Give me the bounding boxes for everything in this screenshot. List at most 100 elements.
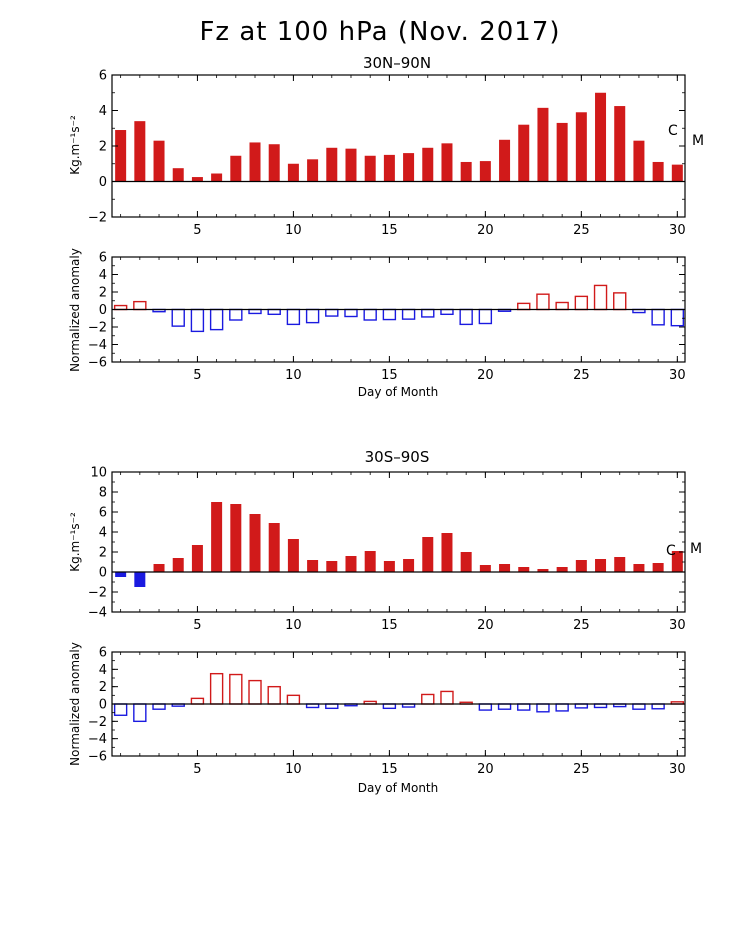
bar-day-5 <box>191 177 203 182</box>
bar-day-23 <box>537 107 549 182</box>
y-tick-label: 6 <box>99 251 107 266</box>
y-tick-label: 0 <box>99 698 107 713</box>
bar-day-9 <box>267 685 281 705</box>
bar-day-6 <box>209 672 224 705</box>
x-tick-label: 10 <box>285 368 302 383</box>
x-tick-label: 5 <box>193 223 201 238</box>
bar-day-29 <box>652 563 664 572</box>
bar-day-30 <box>671 164 683 182</box>
bar-day-22 <box>518 124 530 182</box>
bar-day-4 <box>172 168 184 182</box>
bar-day-17 <box>422 537 434 572</box>
bar-day-28 <box>633 140 645 182</box>
y-tick-label: −4 <box>88 338 107 353</box>
bar-day-15 <box>383 154 395 182</box>
bar-day-10 <box>286 694 301 705</box>
bar-day-14 <box>364 155 376 182</box>
bar-day-23 <box>537 569 549 572</box>
x-tick-label: 30 <box>669 618 686 633</box>
ylabel-30s-90s: Kg.m⁻¹s⁻² <box>68 512 82 572</box>
x-tick-label: 30 <box>669 368 686 383</box>
y-tick-label: 2 <box>99 286 107 301</box>
bar-day-5 <box>190 697 205 705</box>
x-tick-label: 5 <box>193 618 201 633</box>
bar-day-28 <box>632 703 646 710</box>
xlabel-30n-90n: Day of Month <box>358 385 439 399</box>
bar-day-30 <box>671 551 683 572</box>
bar-day-8 <box>249 142 261 182</box>
bar-day-14 <box>364 551 376 572</box>
bar-day-7 <box>229 308 243 321</box>
bar-day-3 <box>153 140 165 182</box>
y-tick-label: 4 <box>99 268 107 283</box>
bar-day-15 <box>383 561 395 572</box>
y-tick-label: 0 <box>99 303 107 318</box>
bar-day-6 <box>211 173 223 182</box>
bar-day-16 <box>401 308 416 320</box>
bar-day-12 <box>326 147 338 182</box>
y-tick-label: 6 <box>99 506 107 521</box>
x-tick-label: 10 <box>285 762 302 777</box>
x-tick-label: 5 <box>193 368 201 383</box>
bar-day-22 <box>518 567 530 572</box>
bar-day-11 <box>305 308 320 324</box>
y-tick-label: −6 <box>88 356 107 371</box>
plot-frame <box>111 471 686 613</box>
bar-day-19 <box>460 161 472 182</box>
bar-day-25 <box>575 560 587 572</box>
bar-day-19 <box>459 308 473 326</box>
y-tick-label: 2 <box>99 140 107 155</box>
bar-day-4 <box>172 558 184 572</box>
bar-day-10 <box>287 163 299 182</box>
x-tick-label: 10 <box>285 618 302 633</box>
bar-day-2 <box>134 121 146 182</box>
bar-day-28 <box>633 564 645 572</box>
y-tick-label: 10 <box>90 466 107 481</box>
x-tick-label: 25 <box>573 368 590 383</box>
bar-day-22 <box>517 302 531 311</box>
bar-day-7 <box>229 673 243 705</box>
x-tick-label: 15 <box>381 618 398 633</box>
y-tick-label: 2 <box>99 546 107 561</box>
bar-day-17 <box>422 147 434 182</box>
bar-day-7 <box>230 155 242 182</box>
bar-day-3 <box>153 564 165 572</box>
bar-day-26 <box>595 559 607 572</box>
bar-day-9 <box>268 523 280 572</box>
bar-day-24 <box>555 301 569 311</box>
main-title: Fz at 100 hPa (Nov. 2017) <box>199 17 560 47</box>
bar-day-13 <box>345 148 357 182</box>
y-tick-label: 4 <box>99 526 107 541</box>
y-tick-label: −2 <box>88 321 107 336</box>
bar-day-27 <box>614 106 626 182</box>
bar-day-12 <box>325 703 339 710</box>
bar-day-22 <box>517 703 531 711</box>
bar-day-1 <box>115 130 127 182</box>
bar-day-10 <box>286 308 301 326</box>
bar-day-13 <box>344 308 358 318</box>
bar-day-24 <box>556 567 568 572</box>
bar-day-8 <box>249 514 261 572</box>
y-tick-label: −2 <box>88 211 107 226</box>
bar-day-29 <box>652 161 664 182</box>
bar-day-17 <box>421 693 435 705</box>
xlabel-30s-90s: Day of Month <box>358 781 439 795</box>
bar-day-13 <box>345 556 357 572</box>
bar-day-18 <box>440 690 454 705</box>
bar-day-2 <box>133 703 147 723</box>
x-tick-label: 30 <box>669 762 686 777</box>
bar-day-21 <box>499 564 511 572</box>
y-tick-label: 4 <box>99 663 107 678</box>
bar-day-19 <box>460 552 472 572</box>
bar-day-8 <box>248 679 262 705</box>
y-tick-label: 0 <box>99 175 107 190</box>
bar-day-11 <box>307 159 319 182</box>
bar-day-15 <box>382 703 397 710</box>
bar-day-7 <box>230 504 242 572</box>
x-tick-label: 25 <box>573 762 590 777</box>
annotation-m: M <box>690 541 702 557</box>
bar-day-12 <box>326 561 338 572</box>
